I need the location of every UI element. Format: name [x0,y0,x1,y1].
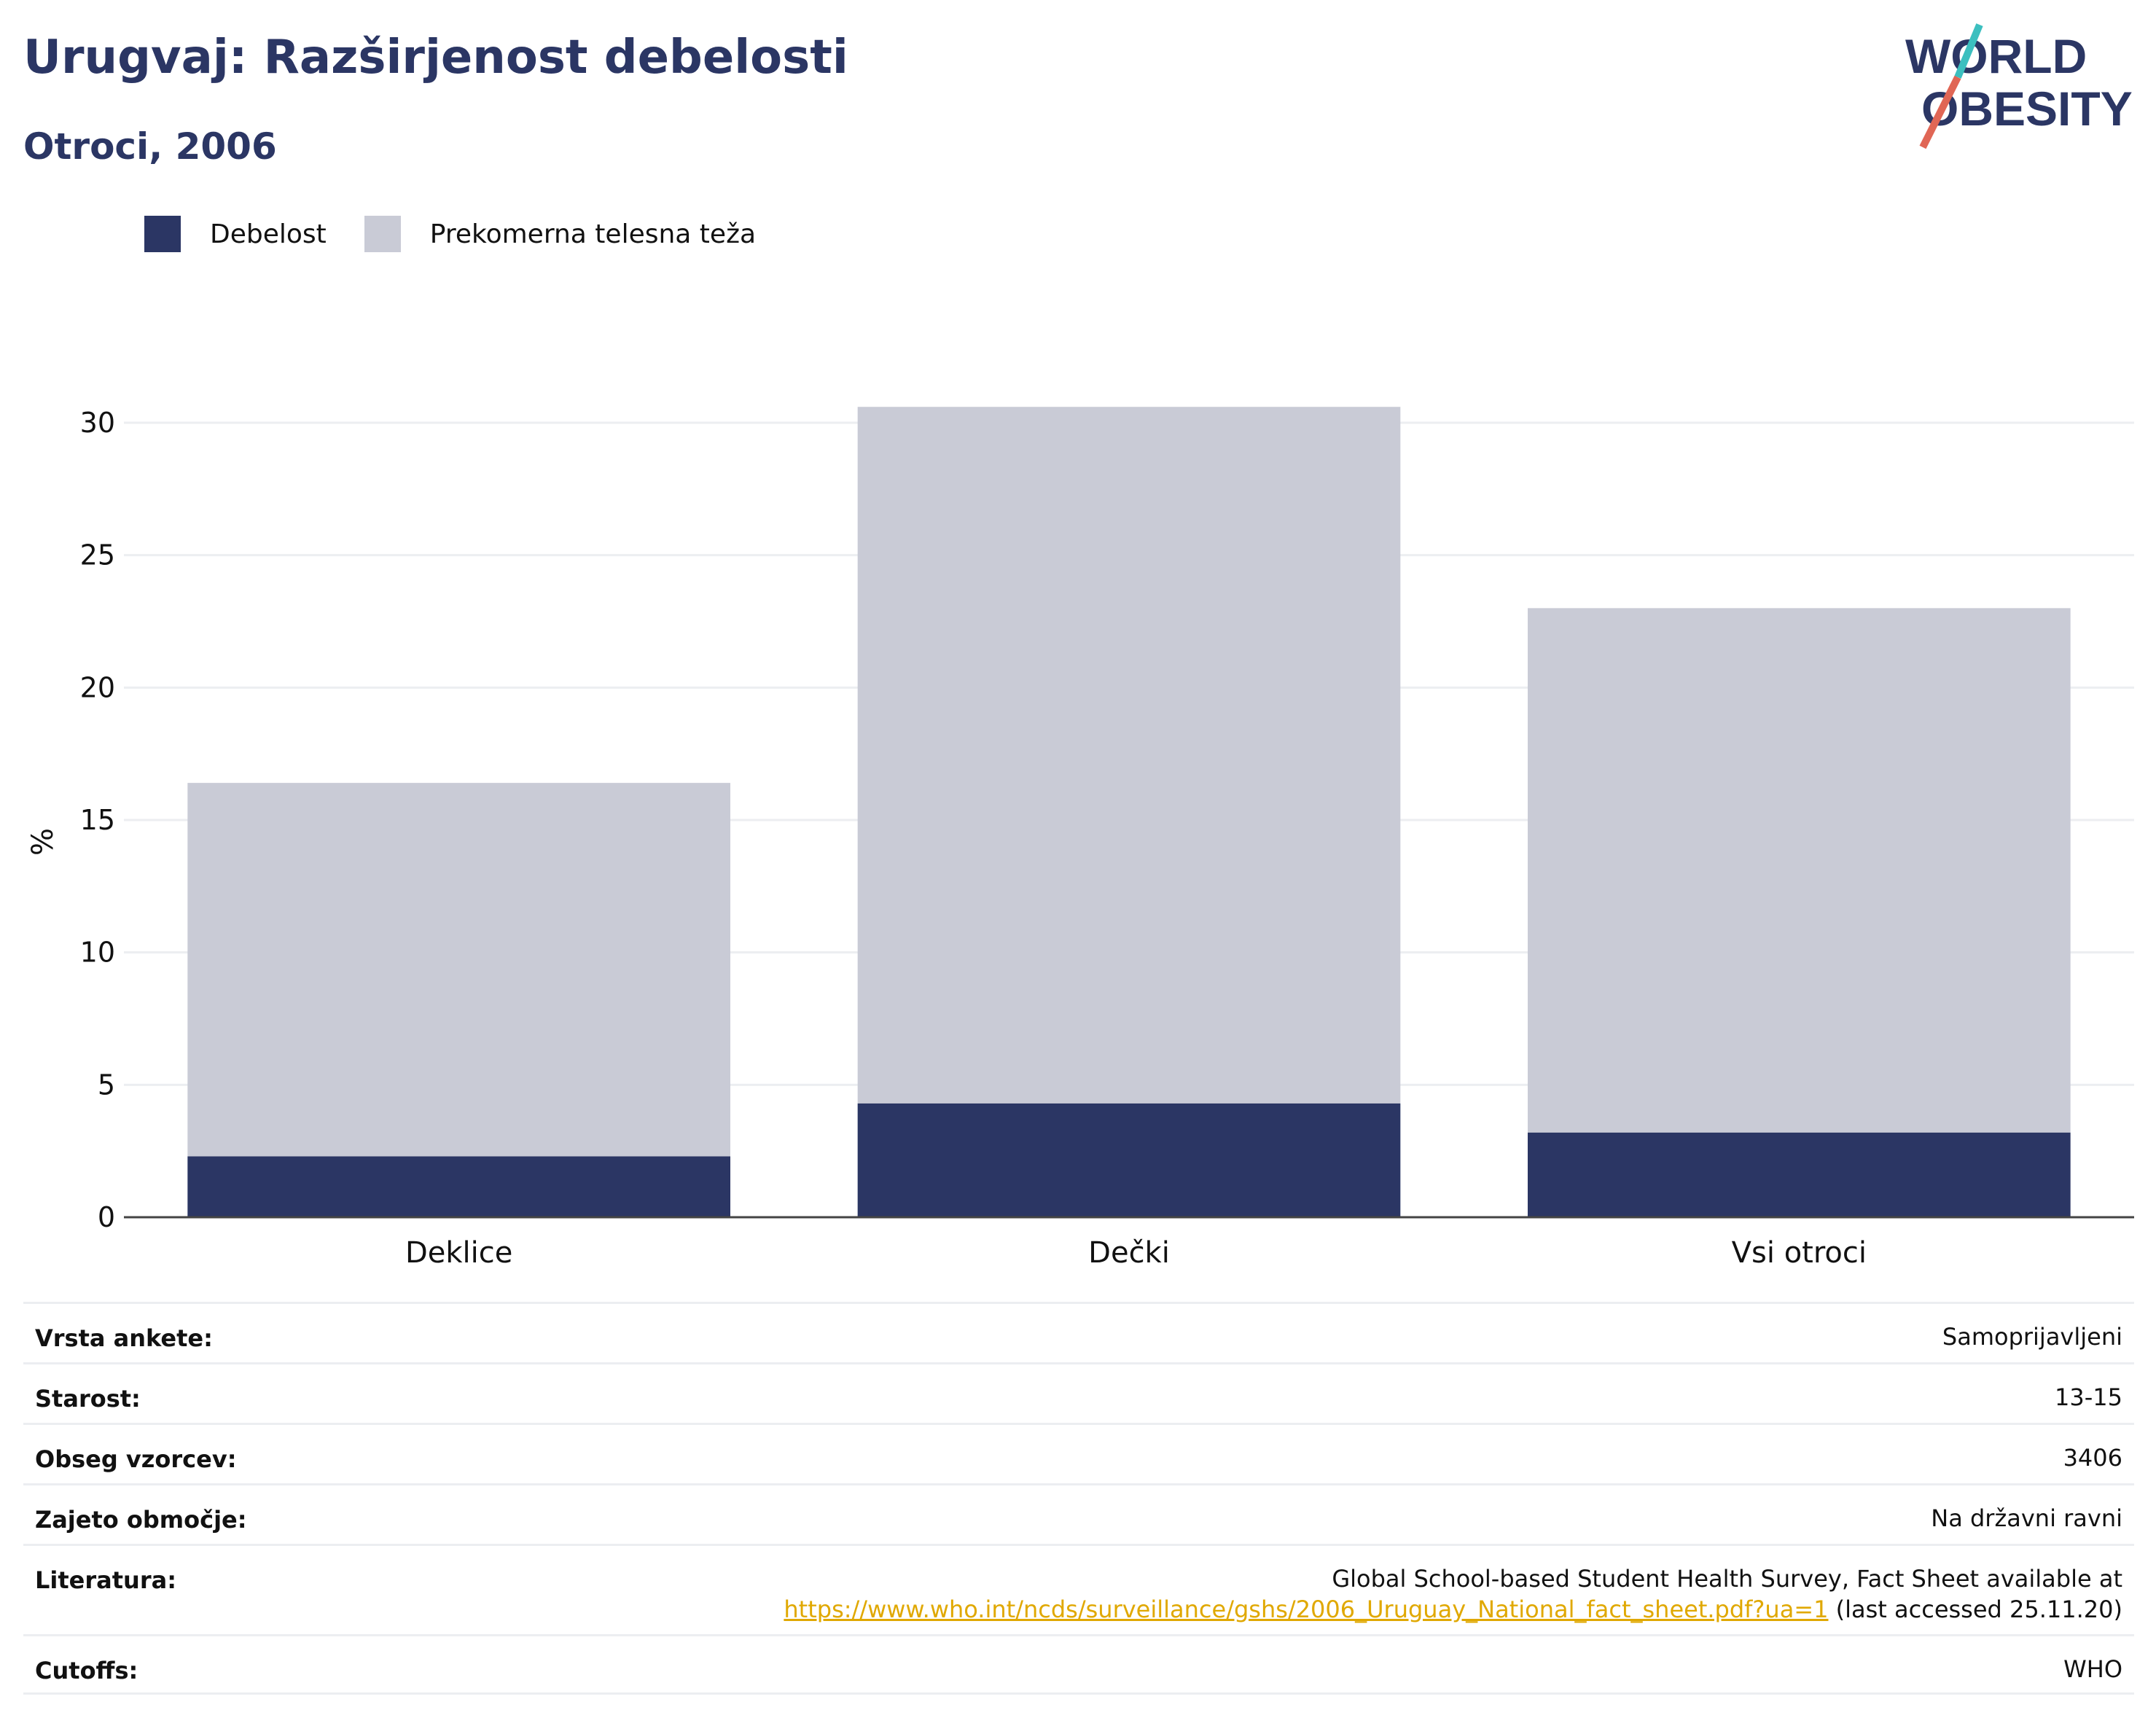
literature-suffix: (last accessed 25.11.20) [1828,1596,2122,1623]
literature-value: Global School-based Student Health Surve… [784,1563,2122,1625]
y-tick-label: 10 [80,937,115,969]
info-row-literature: Literatura: Global School-based Student … [23,1544,2134,1634]
age-value: 13-15 [2055,1383,2122,1411]
bars [187,407,2071,1217]
logo-line-1: WORLD [1905,29,2087,83]
x-tick-label: Dečki [1088,1236,1170,1270]
age-label: Starost: [35,1385,141,1413]
x-tick-label: Deklice [405,1236,512,1270]
y-tick-label: 30 [80,407,115,439]
y-tick-label: 20 [80,671,115,703]
info-row-sample-size: Obseg vzorcev: 3406 [23,1423,2134,1483]
logo-slash-top [1954,23,1983,79]
info-row-cutoffs: Cutoffs: WHO [23,1634,2134,1695]
sample-size-label: Obseg vzorcev: [35,1445,237,1473]
bar-chart: 0 5 10 15 20 25 30% Deklice Dečki Vsi otroci [26,407,2134,1270]
survey-type-label: Vrsta ankete: [35,1324,213,1352]
logo-slash-bottom [1919,75,1961,149]
world-obesity-logo: WORLD OBESITY [1905,23,2133,149]
axes: 0 5 10 15 20 25 30% Deklice Dečki Vsi otroci [26,407,2134,1270]
info-row-area: Zajeto območje: Na državni ravni [23,1483,2134,1544]
legend-item-obesity: Debelost [144,216,327,252]
legend-label-overweight: Prekomerna telesna teža [429,219,757,249]
cutoffs-label: Cutoffs: [35,1657,138,1684]
bar-obesity [187,1156,730,1217]
legend-swatch-obesity [144,216,181,252]
legend-swatch-overweight [364,216,401,252]
literature-link[interactable]: https://www.who.int/ncds/surveillance/gs… [784,1596,1829,1623]
y-axis-label: % [26,828,60,856]
chart-title: Urugvaj: Razširjenost debelosti [23,31,848,85]
area-label: Zajeto območje: [35,1506,247,1534]
x-tick-label: Vsi otroci [1732,1236,1867,1270]
legend-item-overweight: Prekomerna telesna teža [364,216,756,252]
bar-obesity [1528,1132,2071,1217]
legend-label-obesity: Debelost [210,219,327,249]
bar-obesity [857,1103,1401,1217]
chart-subtitle: Otroci, 2006 [23,125,277,168]
y-tick-label: 25 [80,539,115,571]
literature-text: Global School-based Student Health Surve… [1332,1565,2122,1593]
y-tick-label: 0 [98,1201,115,1233]
bar-overweight [187,783,730,1157]
survey-type-value: Samoprijavljeni [1942,1323,2122,1351]
bar-overweight [857,407,1401,1104]
legend: Debelost Prekomerna telesna teža [144,216,794,252]
area-value: Na državni ravni [1931,1504,2122,1532]
survey-info-table: Vrsta ankete: Samoprijavljeni Starost: 1… [23,1302,2134,1695]
info-row-survey-type: Vrsta ankete: Samoprijavljeni [23,1302,2134,1362]
logo-line-2: OBESITY [1921,82,2133,136]
y-tick-label: 15 [80,804,115,836]
cutoffs-value: WHO [2063,1655,2122,1683]
info-row-age: Starost: 13-15 [23,1362,2134,1423]
sample-size-value: 3406 [2063,1444,2122,1472]
y-tick-label: 5 [98,1069,115,1101]
literature-label: Literatura: [35,1566,176,1594]
bar-overweight [1528,608,2071,1133]
